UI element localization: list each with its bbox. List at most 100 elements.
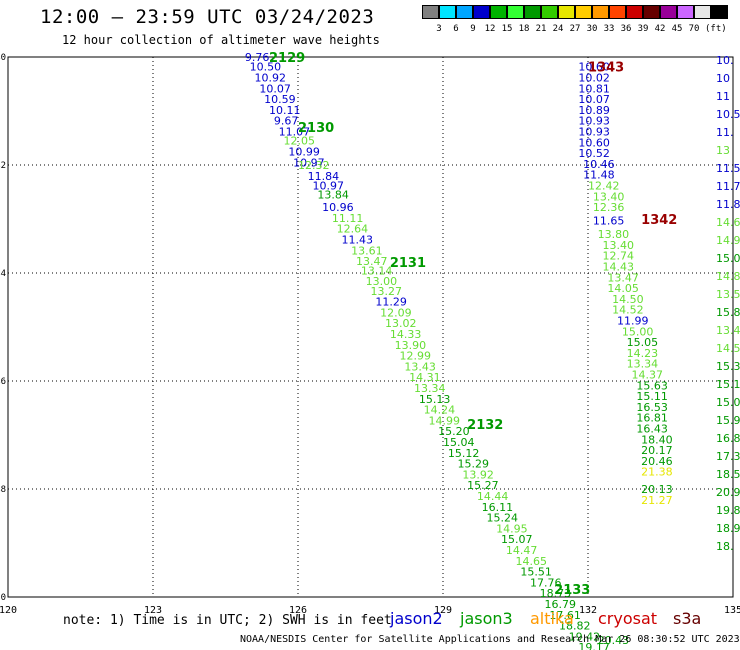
legend-label: 18: [518, 24, 530, 34]
legend-swatch: [575, 5, 592, 19]
legend-unit: (ft): [705, 24, 727, 34]
legend-label: 12: [484, 24, 496, 34]
legend-swatch: [507, 5, 524, 19]
wave-height-value: 10.60: [578, 136, 610, 149]
wave-height-value: 20.17: [641, 444, 673, 457]
wave-height-value: 10.59: [264, 93, 296, 106]
y-tick-label: -42: [0, 161, 6, 171]
wave-height-value: 10.5: [716, 108, 740, 121]
wave-height-value: 20.13: [641, 483, 673, 496]
legend-swatch: [439, 5, 456, 19]
legend-swatch: [558, 5, 575, 19]
wave-height-value: 15.29: [458, 458, 490, 471]
wave-height-value: 13.34: [627, 358, 659, 371]
track-label: 1342: [641, 213, 677, 228]
wave-height-value: 14.31: [409, 371, 441, 384]
wave-height-value: 11.43: [342, 234, 374, 247]
wave-height-value: 10.: [716, 54, 734, 67]
wave-height-value: 15.20: [438, 425, 470, 438]
wave-height-value: 11.7: [716, 180, 740, 193]
legend-swatch: [660, 5, 677, 19]
wave-height-value: 14.23: [627, 347, 659, 360]
wave-height-value: 13.14: [361, 264, 393, 277]
wave-height-value: 13.27: [371, 285, 403, 298]
wave-height-value: 10.02: [578, 72, 610, 85]
wave-height-value: 12.36: [593, 201, 625, 214]
track-label: 2131: [390, 256, 426, 271]
legend-swatch: [473, 5, 490, 19]
wave-height-value: 15.05: [627, 336, 659, 349]
wave-height-value: 11.29: [375, 296, 407, 309]
wave-height-value: 16.43: [636, 423, 668, 436]
wave-height-value: 15.51: [520, 566, 552, 579]
legend-swatch: [609, 5, 626, 19]
legend-label: 21: [535, 24, 547, 34]
y-tick-label: -48: [0, 485, 6, 495]
wave-height-value: 12.42: [588, 180, 620, 193]
wave-height-value: 14.33: [390, 328, 422, 341]
wave-height-value: 13.47: [356, 255, 388, 268]
plot-frame: [7, 56, 734, 598]
track-label: 2130: [298, 121, 334, 136]
wave-height-value: 11.84: [308, 170, 340, 183]
wave-height-value: 18.40: [641, 433, 673, 446]
wave-height-value: 10.93: [578, 126, 610, 139]
legend-swatch: [456, 5, 473, 19]
wave-height-value: 16.11: [482, 501, 513, 514]
wave-height-value: 10.07: [259, 82, 291, 95]
legend-label: 36: [620, 24, 632, 34]
legend-swatch: [524, 5, 541, 19]
wave-height-value: 13.02: [385, 317, 417, 330]
wave-height-value: 12.09: [380, 306, 412, 319]
wave-height-value: 11.85: [716, 198, 740, 211]
wave-height-value: 13.40: [603, 239, 635, 252]
legend-label: 27: [569, 24, 581, 34]
satellite-s3a: s3a: [673, 609, 702, 628]
wave-height-value: 14.95: [496, 522, 527, 535]
track-label: 2132: [467, 418, 503, 433]
wave-height-value: 11: [716, 90, 730, 103]
satellite-jason3: jason3: [460, 609, 513, 628]
x-tick-label: 123: [144, 605, 162, 616]
wave-height-value: 20.46: [641, 455, 673, 468]
wave-height-value: 14.37: [632, 369, 664, 382]
y-tick-label: -46: [0, 377, 6, 387]
wave-height-value: 14.05: [607, 282, 639, 295]
satellite-altika: altika: [530, 609, 574, 628]
wave-height-value: 14.87: [716, 270, 740, 283]
wave-height-value: 16.53: [636, 401, 668, 414]
wave-height-value: 11.: [716, 126, 734, 139]
wave-height-value: 14.44: [477, 490, 509, 503]
wave-height-value: 17.76: [530, 576, 562, 589]
wave-height-value: 10.89: [578, 104, 610, 117]
y-tick-label: -44: [0, 269, 6, 279]
wave-height-value: 10.60: [578, 61, 610, 74]
wave-height-value: 10.50: [250, 61, 282, 74]
satellite-cryosat: cryosat: [598, 609, 658, 628]
wave-height-value: 10.96: [322, 201, 354, 214]
legend-swatch: [490, 5, 507, 19]
wave-height-value: 10.97: [313, 180, 345, 193]
wave-height-value: 15.01: [716, 396, 740, 409]
wave-height-value: 11.07: [279, 126, 311, 139]
legend-swatch: [643, 5, 660, 19]
wave-height-value: 17.61: [549, 609, 581, 622]
wave-height-value: 19.17: [578, 641, 610, 650]
wave-height-value: 15.27: [467, 479, 499, 492]
wave-height-value: 15.07: [716, 252, 740, 265]
wave-height-value: 13.47: [607, 271, 639, 284]
wave-height-value: 21.27: [641, 494, 673, 507]
wave-height-value: 14.56: [716, 342, 740, 355]
legend-label: 9: [470, 24, 476, 34]
legend-label: 45: [671, 24, 683, 34]
wave-height-value: 15.93: [716, 414, 740, 427]
wave-height-value: 12.05: [284, 135, 316, 148]
legend-label: 24: [552, 24, 564, 34]
wave-height-value: 15.13: [716, 378, 740, 391]
wave-height-value: 15.13: [419, 393, 451, 406]
wave-height-value: 12.32: [298, 159, 330, 172]
legend-swatch: [677, 5, 694, 19]
wave-height-value: 13.58: [716, 288, 740, 301]
legend-label: 42: [654, 24, 666, 34]
